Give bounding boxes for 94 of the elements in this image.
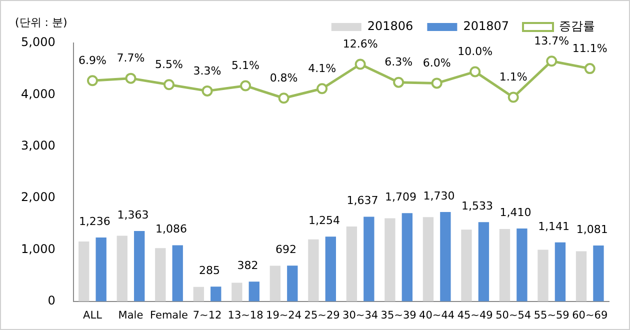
bar [440,212,451,302]
x-tick-label: Male [118,309,144,322]
data-label: 1,533 [462,200,494,213]
bar [499,229,510,302]
x-tick-label: 7~12 [192,309,222,322]
data-label: 1,730 [423,189,455,202]
data-label: 382 [237,259,258,272]
point [202,85,213,96]
data-label: 6.0% [422,56,451,70]
y-tick-label: 4,000 [20,86,56,101]
bar [461,230,472,302]
data-label: 692 [275,242,296,256]
point [164,79,175,90]
x-tick-label: ALL [83,309,102,322]
data-label: 1,081 [576,222,608,236]
point [278,92,290,104]
data-label: 3.3% [193,64,222,78]
data-label: 285 [198,264,220,278]
bar [325,236,336,302]
bar [193,286,204,302]
data-label: 5.5% [155,58,183,71]
bar [576,251,587,302]
point [431,78,442,89]
y-tick-label: 2,000 [20,190,56,204]
bar [364,216,374,302]
bar [516,228,528,302]
legend-label: 증감률 [559,19,595,34]
data-label: 6.3% [384,56,413,69]
x-tick-label: 60~69 [572,309,608,322]
bar [116,236,128,302]
data-label: 1,410 [500,206,532,219]
data-label: 5.1% [232,59,260,72]
bar [422,217,434,302]
data-label: 0.8% [270,71,298,84]
data-label: 10.0% [458,45,493,58]
y-tick-label: 0 [48,294,56,308]
text: (단위 : 분) [15,16,68,29]
bar [134,230,145,302]
bar [248,282,260,302]
data-label: 1,086 [155,222,187,236]
y-tick-label: 1,000 [20,242,56,256]
point [125,72,136,84]
data-label: 12.6% [342,38,378,51]
x-tick-label: 45~49 [457,309,493,322]
data-label: 1,254 [308,214,340,227]
bar [346,226,358,302]
point [546,56,558,67]
point [86,75,98,86]
x-tick-label: 40~44 [419,309,455,322]
point [393,76,404,88]
point [316,83,328,94]
data-label: 6.9% [78,54,106,67]
data-label: 1,141 [538,220,570,233]
legend-label: 201806 [367,19,414,34]
data-label: 1,363 [117,208,149,222]
x-tick-label: 13~18 [228,309,264,322]
data-label: 4.1% [308,62,336,76]
bar [538,250,548,302]
bar [270,266,281,302]
legend-label: 201807 [463,19,510,34]
bar [554,242,566,302]
x-tick-label: 55~59 [534,309,570,322]
point [508,92,519,103]
x-tick-label: 35~39 [380,309,416,322]
bar [78,241,90,302]
bar [287,266,298,302]
x-tick-label: Female [150,309,188,322]
bar [478,222,490,302]
data-label: 7.7% [116,52,145,65]
point [470,66,481,78]
bar [308,239,319,302]
bar [172,245,183,302]
x-tick-label: 19~24 [266,309,302,322]
y-tick-label: 3,000 [20,138,56,152]
bar [232,282,242,302]
bar [210,286,222,302]
bar [593,246,604,302]
point [354,58,366,70]
y-tick-label: 5,000 [20,35,56,50]
bar [155,248,166,302]
data-label: 13.7% [534,34,570,48]
x-tick-label: 50~54 [496,309,532,322]
data-label: 11.1% [572,42,608,55]
data-label: 1,236 [78,214,110,228]
bar [96,238,106,302]
point [240,80,252,92]
data-label: 1,637 [346,194,378,208]
bar [402,213,413,302]
x-tick-label: 30~34 [342,309,378,322]
data-label: 1,709 [385,190,417,204]
data-label: 1.1% [499,70,528,84]
bar [384,218,396,302]
point [584,63,596,74]
x-tick-label: 25~29 [304,309,340,322]
